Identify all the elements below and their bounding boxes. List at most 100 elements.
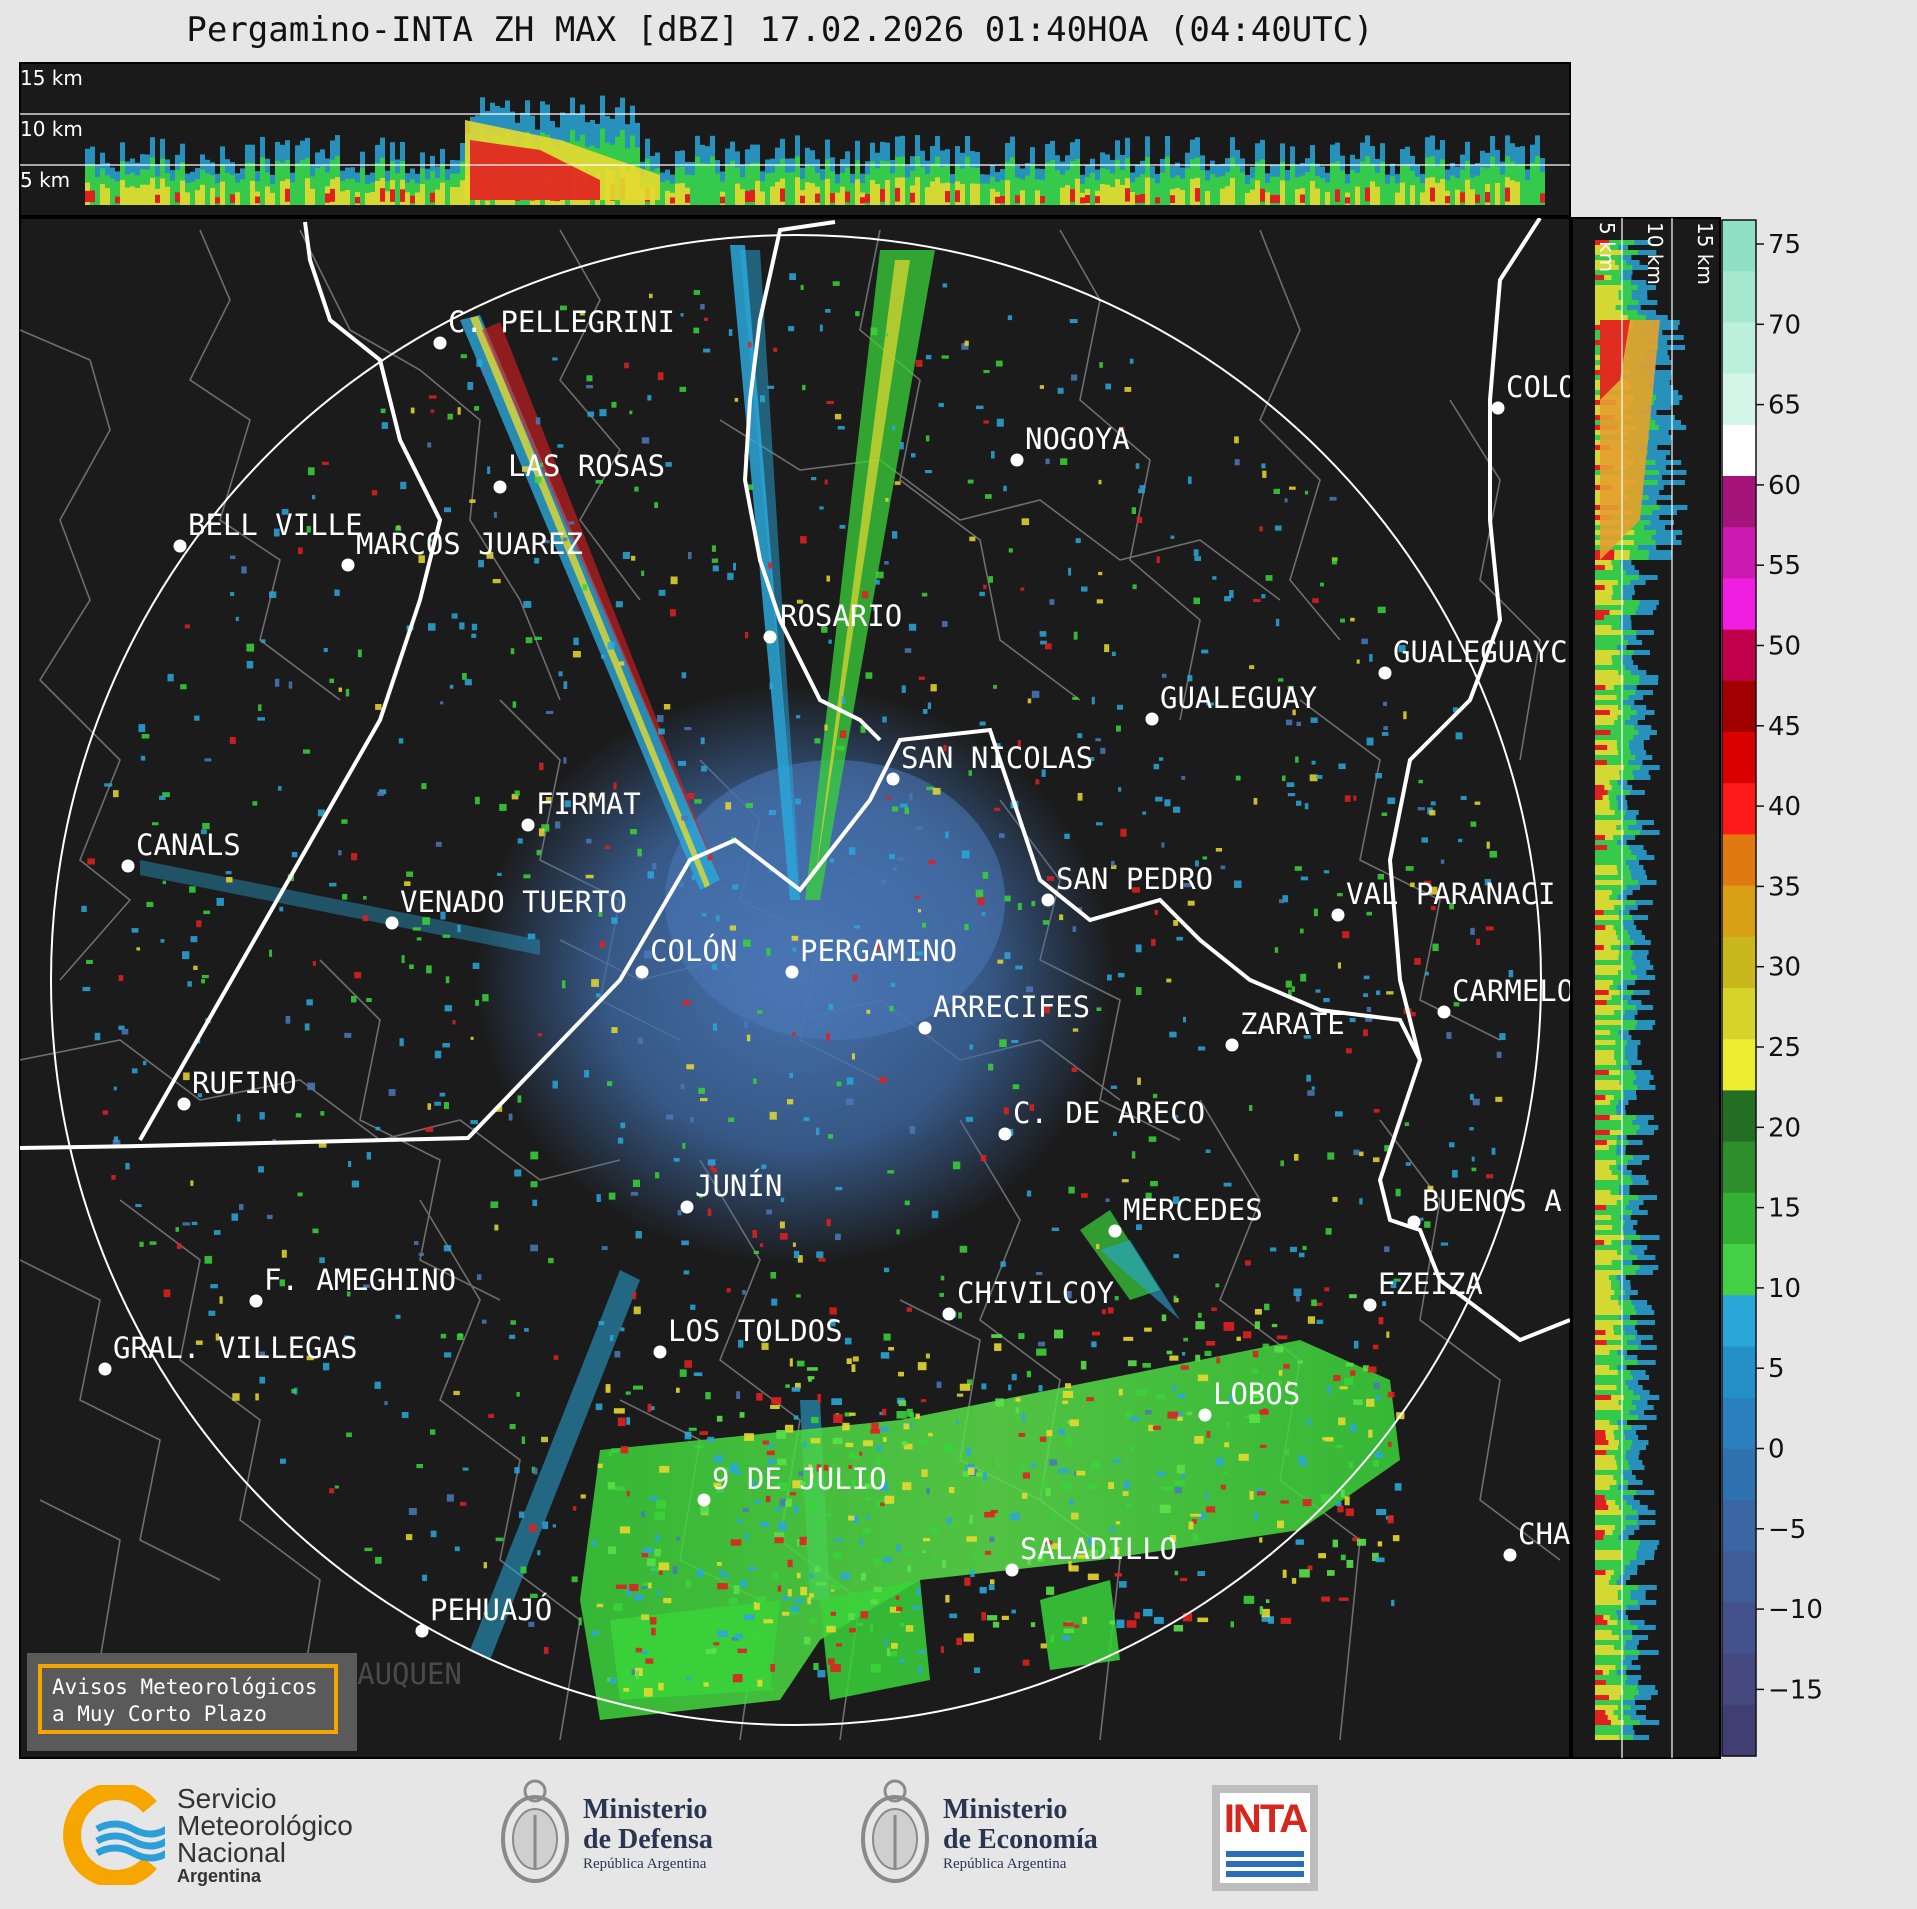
city-marker-icon: [1108, 1224, 1122, 1238]
city-zarate: ZARATE: [1225, 1007, 1345, 1052]
top-km-label-10: 10 km: [20, 117, 83, 141]
city-marker-icon: [763, 630, 777, 644]
colorbar-tick-label: 50: [1768, 632, 1801, 662]
city-marker-icon: [1437, 1005, 1451, 1019]
warnings-badge[interactable]: Avisos Meteorológicos a Muy Corto Plazo: [27, 1653, 357, 1751]
map-title: Pergamino-INTA ZH MAX [dBZ] 17.02.2026 0…: [186, 10, 1374, 50]
city-marker-icon: [1378, 666, 1392, 680]
city-label: ROSARIO: [780, 599, 902, 633]
city-label: MARCOS JUAREZ: [356, 527, 583, 561]
colorbar-segment: [1722, 476, 1756, 528]
city-colo: COLO: [1491, 370, 1570, 415]
city-marker-icon: [697, 1493, 711, 1507]
colorbar-segment: [1722, 322, 1756, 375]
economia-logo: Ministerio de Economía República Argenti…: [855, 1775, 1125, 1895]
radar-map[interactable]: C. PELLEGRINI LAS ROSAS NOGOYA COLO BELL VIL…: [19, 217, 1576, 1759]
colorbar-segment: [1722, 1346, 1756, 1399]
city-marker-icon: [493, 480, 507, 494]
city-marker-icon: [1225, 1038, 1239, 1052]
colorbar-segment: [1722, 1090, 1756, 1143]
inta-logo-text: INTA: [1223, 1797, 1308, 1841]
city-label: CARMELO: [1452, 974, 1574, 1008]
city-label: GUALEGUAYC: [1393, 635, 1568, 669]
coat-of-arms-icon: [861, 1779, 929, 1883]
defensa-line-3: República Argentina: [583, 1856, 707, 1872]
side-height-profile: 5 km 10 km 15 km: [1571, 217, 1721, 1759]
city-marker-icon: [341, 558, 355, 572]
city-label: LOS TOLDOS: [668, 1314, 843, 1348]
colorbar-tick-label: −10: [1768, 1595, 1823, 1625]
city-marker-icon: [998, 1127, 1012, 1141]
colorbar-segment: [1722, 1295, 1756, 1347]
city-venado-tuerto: VENADO TUERTO: [385, 885, 627, 930]
colorbar-tick-label: 65: [1768, 391, 1801, 421]
city-firmat: FIRMAT: [521, 787, 641, 832]
city-label: C. PELLEGRINI: [448, 305, 675, 339]
colorbar-segment: [1722, 527, 1756, 579]
city-label: GRAL. VILLEGAS: [113, 1331, 357, 1365]
city-label: MERCEDES: [1123, 1193, 1263, 1227]
city-nogoya: NOGOYA: [1010, 422, 1130, 467]
colorbar-frame: [1721, 219, 1757, 1757]
colorbar-segment: [1722, 1704, 1756, 1757]
colorbar-tick-label: 30: [1768, 953, 1801, 983]
city-marker-icon: [886, 772, 900, 786]
city-marker-icon: [653, 1345, 667, 1359]
city-marker-icon: [1198, 1408, 1212, 1422]
city-marker-icon: [521, 818, 535, 832]
city-junín: JUNÍN: [680, 1169, 782, 1214]
economia-line-1: Ministerio: [943, 1794, 1068, 1825]
city-san-pedro: SAN PEDRO: [1041, 862, 1213, 907]
city-saladillo: SALADILLO: [1005, 1532, 1177, 1577]
coat-of-arms-icon: [501, 1779, 569, 1883]
colorbar-segment: [1722, 732, 1756, 784]
city-marker-icon: [1010, 453, 1024, 467]
economia-line-2: de Economía: [943, 1824, 1098, 1855]
side-km-label-10: 10 km: [1643, 222, 1667, 285]
city-buenos-a: BUENOS A: [1407, 1184, 1562, 1229]
colorbar-segment: [1722, 1039, 1756, 1091]
city-los-toldos: LOS TOLDOS: [653, 1314, 843, 1359]
city-marker-icon: [785, 965, 799, 979]
colorbar-segment: [1722, 885, 1756, 938]
city-marker-icon: [1041, 893, 1055, 907]
economia-line-3: República Argentina: [943, 1856, 1067, 1872]
city-marcos-juarez: MARCOS JUAREZ: [341, 527, 583, 572]
city-label: FIRMAT: [536, 787, 641, 821]
province-borders: [20, 218, 1570, 1343]
city-marker-icon: [98, 1362, 112, 1376]
colorbar-tick-label: 40: [1768, 792, 1801, 822]
city-las-rosas: LAS ROSAS: [493, 449, 665, 494]
side-km-label-5: 5 km: [1595, 222, 1619, 272]
city-label: BELL VILLE: [188, 508, 363, 542]
city-label: VAL PARANACI: [1346, 877, 1556, 911]
city-marker-icon: [385, 916, 399, 930]
city-gral-villegas: GRAL. VILLEGAS: [98, 1331, 357, 1376]
city-label: RUFINO: [192, 1066, 297, 1100]
city-label: CHIVILCOY: [957, 1276, 1114, 1310]
city-label: VENADO TUERTO: [400, 885, 627, 919]
city-pergamino: PERGAMINO: [785, 934, 957, 979]
city-label: 9 DE JULIO: [712, 1462, 887, 1496]
city-marker-icon: [249, 1294, 263, 1308]
top-km-label-15: 15 km: [20, 66, 83, 90]
city-marker-icon: [1145, 712, 1159, 726]
colorbar-segment: [1722, 1448, 1756, 1501]
smn-line-4: Argentina: [177, 1866, 262, 1886]
city-label: C. DE ARECO: [1013, 1096, 1205, 1130]
colorbar-segment: [1722, 1397, 1756, 1450]
colorbar-segment: [1722, 1551, 1756, 1603]
city-label: CANALS: [136, 828, 241, 862]
city-label: NOGOYA: [1025, 422, 1130, 456]
colorbar-segment: [1722, 936, 1756, 989]
colorbar-tick-label: 60: [1768, 471, 1801, 501]
city-label: GUALEGUAY: [1160, 681, 1317, 715]
city-marker-icon: [1363, 1298, 1377, 1312]
city-marker-icon: [918, 1021, 932, 1035]
city-label: PERGAMINO: [800, 934, 957, 968]
city-val-paranaci: VAL PARANACI: [1331, 877, 1556, 922]
smn-logo: Servicio Meteorológico Nacional Argentin…: [55, 1785, 395, 1886]
city-label: CHA: [1518, 1517, 1570, 1551]
side-profile-echoes: [1595, 240, 1688, 1740]
